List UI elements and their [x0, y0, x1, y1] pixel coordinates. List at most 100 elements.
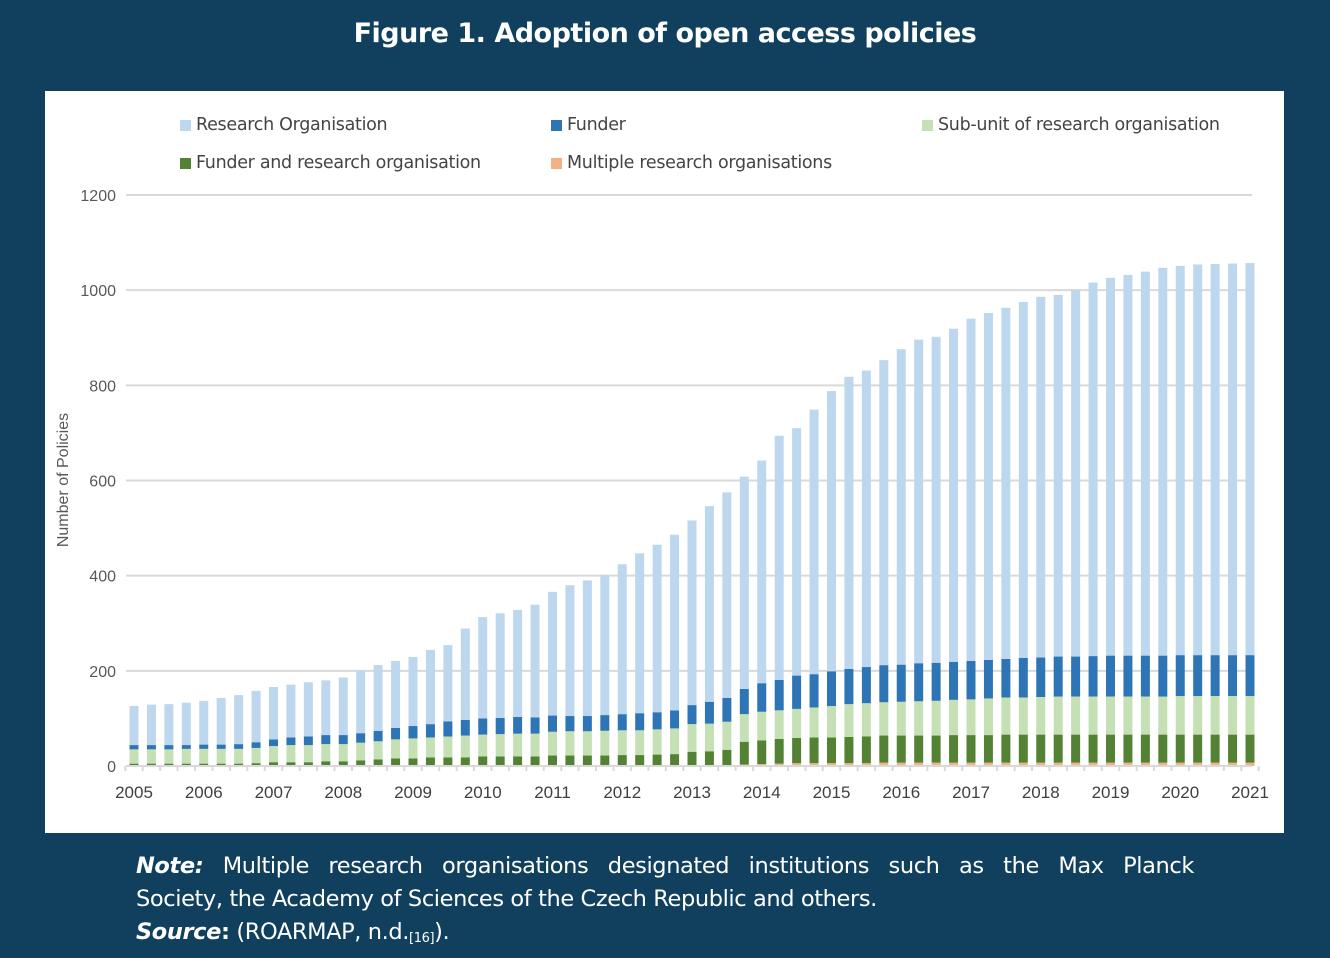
bar-segment-funder — [792, 675, 802, 709]
bar-segment-research-organisation — [1175, 265, 1185, 656]
bar-segment-funder — [199, 744, 209, 749]
bar-segment-research-organisation — [269, 687, 278, 740]
bar-segment-multiple — [1245, 762, 1255, 766]
bar-segment-funder-and-research — [338, 761, 348, 766]
x-tick-label: 2009 — [394, 783, 432, 802]
bar-segment-subunit — [495, 734, 505, 757]
legend-label: Research Organisation — [196, 115, 388, 135]
figure-title: Figure 1. Adoption of open access polici… — [353, 18, 977, 49]
bar-segment-funder-and-research — [1036, 734, 1046, 763]
bar-segment-funder-and-research — [460, 757, 470, 766]
bar-segment-funder-and-research — [199, 763, 209, 766]
source-colon: : — [220, 919, 230, 945]
bar-segment-subunit — [373, 741, 383, 760]
bar-segment-subunit — [1001, 697, 1011, 735]
bar-segment-funder — [983, 659, 993, 699]
bar-segment-funder-and-research — [652, 754, 662, 766]
bar-segment-funder-and-research — [1001, 734, 1011, 763]
bar-segment-research-organisation — [234, 695, 244, 745]
bar-segment-funder — [809, 674, 819, 708]
y-tick-label: 600 — [89, 474, 116, 491]
bar-segment-research-organisation — [513, 609, 523, 717]
bar-segment-funder — [408, 726, 418, 739]
legend-swatch-funder-and-research — [180, 157, 191, 169]
bar-segment-subunit — [199, 748, 209, 764]
bar-segment-research-organisation — [983, 313, 993, 660]
legend-label: Funder — [567, 115, 626, 135]
bar-segment-research-organisation — [373, 665, 383, 731]
bar-segment-funder-and-research — [722, 749, 732, 766]
bar-segment-subunit — [530, 733, 540, 757]
bar-segment-funder — [1106, 655, 1115, 697]
bar-segment-funder — [1071, 656, 1081, 697]
bar-segment-funder — [670, 710, 680, 729]
x-tick-label: 2005 — [115, 783, 153, 802]
bar-segment-research-organisation — [914, 339, 924, 664]
bar-segment-subunit — [1123, 696, 1133, 735]
x-tick-label: 2012 — [603, 783, 641, 802]
bar-segment-multiple — [861, 763, 871, 766]
bar-segment-research-organisation — [600, 575, 610, 716]
bar-segment-funder-and-research — [478, 756, 488, 766]
bar-segment-research-organisation — [652, 544, 662, 713]
bar-segment-funder — [949, 661, 959, 700]
bar-segment-funder-and-research — [146, 763, 156, 766]
bar-segment-subunit — [460, 735, 470, 758]
bar-segment-subunit — [1053, 696, 1063, 735]
bar-segment-multiple — [1210, 762, 1220, 766]
bar-segment-multiple — [1228, 762, 1238, 766]
bar-segment-research-organisation — [1018, 302, 1028, 658]
x-tick-label: 2013 — [673, 783, 711, 802]
bar-segment-multiple — [809, 763, 819, 766]
y-tick-label: 0 — [107, 759, 116, 776]
bar-segment-funder-and-research — [1018, 734, 1028, 763]
bar-segment-multiple — [1088, 762, 1098, 766]
bar-segment-funder — [216, 744, 226, 749]
bar-segment-multiple — [983, 762, 993, 766]
y-tick-label: 800 — [89, 378, 116, 395]
bar-segment-funder — [513, 716, 523, 734]
bar-segment-funder — [861, 667, 871, 704]
bar-segment-subunit — [356, 742, 366, 761]
bar-segment-multiple — [1018, 762, 1028, 766]
bar-segment-research-organisation — [338, 677, 348, 736]
bar-segment-research-organisation — [966, 318, 976, 661]
bar-segment-subunit — [234, 748, 244, 764]
bar-segment-funder — [1036, 657, 1046, 698]
bar-segment-multiple — [1140, 762, 1150, 766]
bar-segment-funder — [1158, 655, 1168, 697]
figure-note: Note: Multiple research organisations de… — [136, 850, 1194, 955]
bar-segment-funder — [1018, 657, 1028, 698]
bar-segment-subunit — [1228, 696, 1238, 735]
bar-segment-funder — [251, 742, 261, 748]
bar-segment-research-organisation — [827, 391, 836, 672]
bar-segment-funder — [356, 733, 366, 743]
bar-segment-multiple — [792, 763, 802, 766]
bars — [129, 263, 1255, 767]
bar-segment-research-organisation — [687, 520, 697, 706]
legend-item-funder: Funder — [551, 115, 626, 135]
bar-segment-funder-and-research — [1158, 734, 1168, 763]
bar-segment-funder — [530, 717, 540, 734]
bar-segment-funder — [844, 668, 854, 705]
bar-segment-research-organisation — [1210, 263, 1220, 656]
x-tick-label: 2017 — [952, 783, 990, 802]
bar-segment-multiple — [1106, 762, 1115, 766]
bar-segment-funder-and-research — [216, 763, 226, 766]
bar-segment-subunit — [1088, 696, 1098, 735]
bar-segment-research-organisation — [356, 670, 366, 734]
bar-segment-funder-and-research — [635, 755, 645, 766]
bar-segment-funder-and-research — [234, 763, 244, 766]
bar-segment-funder — [652, 712, 662, 730]
legend-item-multiple: Multiple research organisations — [551, 153, 832, 173]
bar-segment-funder — [425, 724, 435, 738]
bar-segment-funder — [234, 744, 244, 749]
bar-segment-funder-and-research — [844, 736, 854, 764]
bar-segment-research-organisation — [460, 628, 470, 720]
legend-item-research-organisation: Research Organisation — [180, 115, 388, 135]
bar-segment-research-organisation — [809, 409, 819, 675]
bar-segment-research-organisation — [251, 690, 261, 743]
bar-segment-subunit — [164, 749, 174, 764]
source-ref: [16] — [409, 931, 435, 946]
